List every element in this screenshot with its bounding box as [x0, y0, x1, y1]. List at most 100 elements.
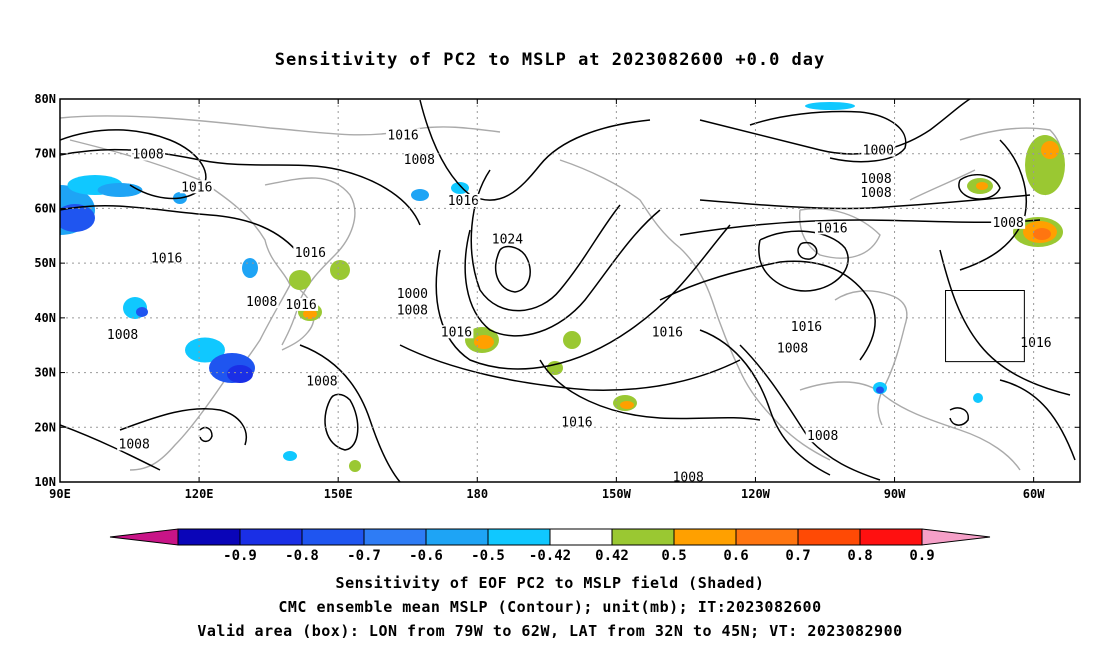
contour-label-bg	[1018, 336, 1053, 350]
contour-label: 1008	[404, 153, 435, 168]
contour-label-bg	[304, 374, 339, 388]
contour-label: 1000	[397, 287, 428, 302]
contour-label: 1008	[397, 303, 428, 318]
colorbar-box	[673, 528, 737, 546]
colorbar-box	[363, 528, 427, 546]
contour-label-bg	[805, 429, 840, 443]
contour-label-bg	[446, 193, 481, 207]
contour-label: 1016	[652, 325, 683, 340]
lon-tick-label: 150E	[324, 487, 353, 501]
mslp-contours	[60, 99, 1076, 482]
lon-tick-label: 180	[466, 487, 488, 501]
colorbar-box	[487, 528, 551, 546]
contour-label-bg	[131, 147, 166, 161]
chart-title: Sensitivity of PC2 to MSLP at 2023082600…	[274, 50, 826, 70]
lat-tick-label: 70N	[34, 147, 56, 161]
sensitivity-patch	[242, 258, 258, 278]
colorbar-high-extend	[921, 528, 991, 546]
sensitivity-shading	[60, 102, 1065, 472]
contour-label-bg	[991, 215, 1026, 229]
contour-label-bg	[244, 295, 279, 309]
contour-label: 1016	[1020, 336, 1051, 351]
contour-label-bg	[293, 245, 328, 259]
contour-label: 1016	[151, 251, 182, 266]
contour-label: 1008	[132, 147, 163, 162]
lat-tick-label: 30N	[34, 366, 56, 380]
contour-label-bg	[671, 470, 706, 484]
contour-label-bg	[386, 128, 421, 142]
contour-label-bg	[814, 221, 849, 235]
plot-frame	[59, 98, 1081, 483]
contour-label: 1008	[777, 342, 808, 357]
contour-label-bg	[775, 341, 810, 355]
colorbar-tick-label: 0.5	[661, 548, 686, 564]
colorbar-low-extend	[109, 528, 179, 546]
contour-label: 1000	[863, 144, 894, 159]
sensitivity-patch	[1033, 228, 1051, 240]
valid-area-box	[945, 290, 1025, 363]
sensitivity-patch	[185, 337, 225, 363]
colorbar-tick-label: 0.42	[595, 548, 629, 564]
colorbar-tick-label: -0.6	[409, 548, 443, 564]
lon-tick-label: 60W	[1023, 487, 1045, 501]
lat-tick-label: 60N	[34, 201, 56, 215]
sensitivity-patch	[620, 401, 634, 409]
lat-tick-label: 50N	[34, 256, 56, 270]
colorbar-tick-label: 0.8	[847, 548, 872, 564]
sensitivity-patch	[411, 189, 429, 201]
colorbar-box	[797, 528, 861, 546]
contour-label-bg	[439, 325, 474, 339]
lon-tick-label: 150W	[602, 487, 632, 501]
colorbar-tick-label: -0.5	[471, 548, 505, 564]
contour-label-bg	[179, 180, 214, 194]
colorbar-box	[549, 528, 613, 546]
sensitivity-patch	[227, 365, 253, 383]
colorbar-box	[611, 528, 675, 546]
contour-label: 1008	[246, 295, 277, 310]
sensitivity-patch	[303, 309, 317, 319]
lon-tick-label: 90E	[49, 487, 71, 501]
contour-label-bg	[284, 297, 319, 311]
sensitivity-patch	[97, 183, 143, 197]
contour-label: 1016	[448, 194, 479, 209]
contour-label: 1016	[816, 221, 847, 236]
caption-shading: Sensitivity of EOF PC2 to MSLP field (Sh…	[335, 574, 765, 592]
contour-label-bg	[789, 319, 824, 333]
contour-label-bg	[105, 328, 140, 342]
contour-label: 1008	[860, 172, 891, 187]
colorbar-box	[425, 528, 489, 546]
lon-tick-label: 90W	[884, 487, 906, 501]
colorbar-tick-label: 0.6	[723, 548, 748, 564]
contour-label-bg	[859, 185, 893, 199]
lon-tick-label: 120W	[741, 487, 771, 501]
sensitivity-patch	[349, 460, 361, 472]
contour-label: 1008	[306, 375, 337, 390]
contour-label: 1016	[181, 180, 212, 195]
colorbar-box	[301, 528, 365, 546]
lon-tick-label: 120E	[185, 487, 214, 501]
sensitivity-patch	[289, 270, 311, 290]
contour-label-bg	[149, 251, 184, 265]
sensitivity-patch	[60, 204, 95, 232]
sensitivity-patch	[283, 451, 297, 461]
colorbar-box	[859, 528, 923, 546]
contour-label-bg	[650, 325, 685, 339]
contour-label-bg	[402, 152, 437, 166]
sensitivity-patch	[547, 361, 563, 375]
map-grid	[60, 99, 1080, 482]
contour-label: 1016	[791, 320, 822, 335]
contour-label: 1016	[387, 128, 418, 143]
contour-label-bg	[490, 232, 525, 246]
contour-label-bg	[395, 286, 430, 300]
contour-label: 1024	[492, 232, 523, 247]
colorbar-tick-label: -0.9	[223, 548, 257, 564]
sensitivity-patch	[136, 307, 148, 317]
colorbar-tick-label: 0.7	[785, 548, 810, 564]
contour-label-bg	[859, 172, 893, 186]
contour-label: 1016	[561, 416, 592, 431]
colorbar-tick-label: -0.7	[347, 548, 381, 564]
sensitivity-patch	[973, 393, 983, 403]
sensitivity-patch	[1041, 141, 1059, 159]
